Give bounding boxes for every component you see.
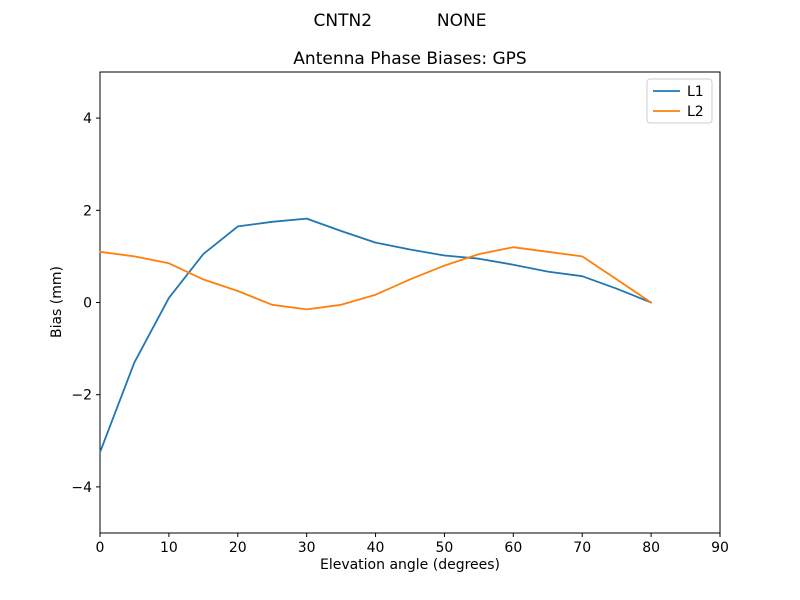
x-tick-label: 0 [96, 540, 105, 556]
y-tick-label: 4 [83, 111, 92, 127]
legend-label-L2: L2 [687, 104, 704, 120]
x-tick-label: 30 [298, 540, 316, 556]
series-line-L2 [99, 246, 652, 311]
series-line-L1 [99, 217, 652, 454]
x-tick-label: 80 [642, 540, 660, 556]
x-tick-label: 90 [711, 540, 729, 556]
axes-frame [99, 71, 721, 534]
legend-box [646, 78, 713, 124]
legend-label-L1: L1 [687, 84, 704, 100]
x-tick-label: 50 [436, 540, 454, 556]
suptitle: CNTN2 NONE [313, 11, 487, 31]
x-axis-label: Elevation angle (degrees) [319, 557, 501, 573]
chart-title: Antenna Phase Biases: GPS [293, 49, 527, 69]
y-tick-label: −4 [71, 480, 92, 496]
y-tick-label: −2 [71, 388, 92, 404]
x-tick-label: 10 [160, 540, 178, 556]
x-tick-label: 20 [229, 540, 247, 556]
y-tick-label: 2 [83, 203, 92, 219]
x-tick-label: 60 [504, 540, 522, 556]
y-axis-label: Bias (mm) [49, 265, 65, 339]
y-tick-label: 0 [83, 296, 92, 312]
x-tick-label: 70 [573, 540, 591, 556]
x-tick-label: 40 [367, 540, 385, 556]
